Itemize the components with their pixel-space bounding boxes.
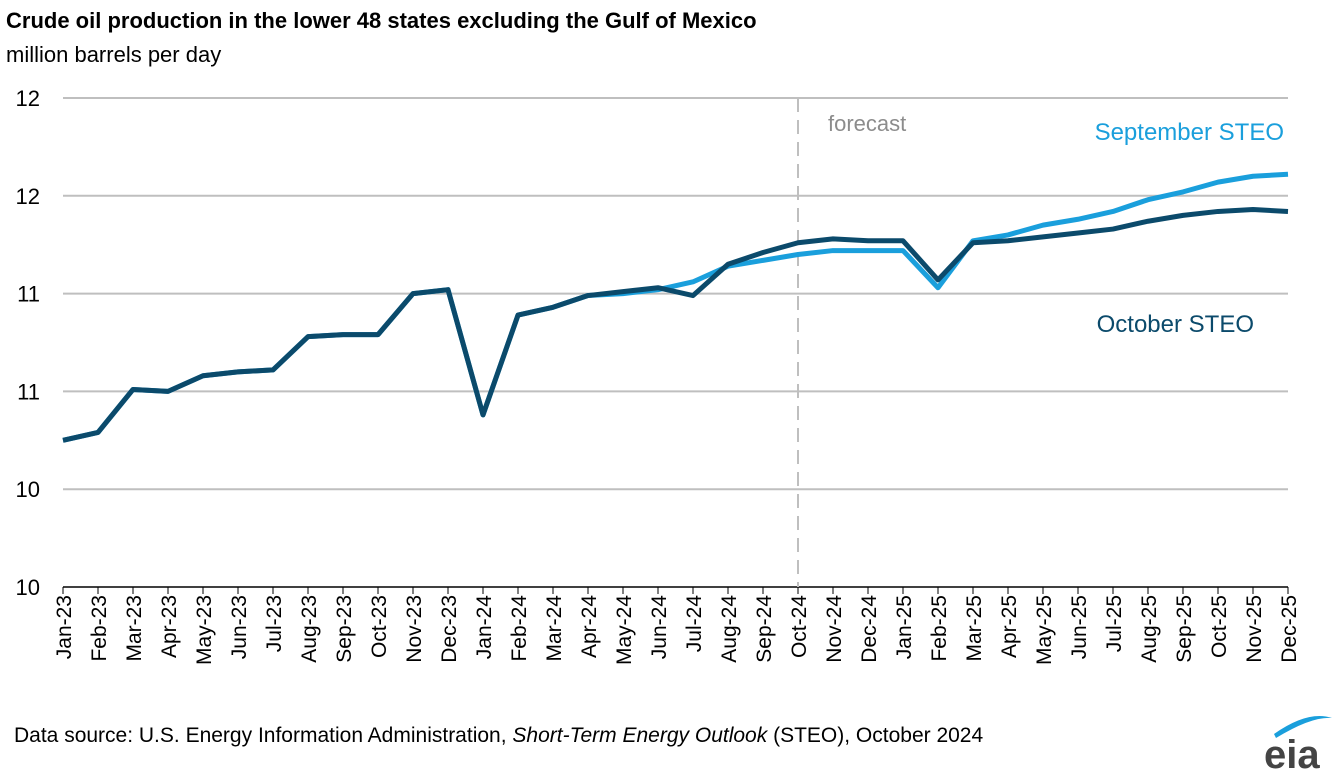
series-line [62,171,1289,443]
x-tick-label: Aug-25 [1138,595,1161,663]
x-tick-label: Jan-23 [53,595,76,659]
x-tick-label: Jun-25 [1068,595,1091,659]
eia-logo: eia [1264,716,1332,774]
series-line [62,206,1289,443]
chart-title: Crude oil production in the lower 48 sta… [6,8,757,33]
x-tick-label: Jan-24 [473,595,496,660]
y-tick-label: 11 [17,379,40,404]
x-tick-label: Nov-25 [1243,595,1266,663]
x-tick-label: Nov-24 [823,595,846,663]
x-tick-label: Feb-24 [508,595,531,662]
x-tick-label: Jul-23 [263,595,286,652]
x-tick-label: Sep-23 [333,595,356,663]
y-tick-label: 11 [17,282,40,307]
y-tick-label: 10 [16,477,40,502]
x-tick-label: Sep-25 [1173,595,1196,663]
source-prefix: Data source: U.S. Energy Information Adm… [14,724,513,747]
x-tick-label: Nov-23 [403,595,426,663]
x-tick-label: Mar-23 [123,595,146,662]
x-tick-label: Jun-23 [228,595,251,659]
x-tick-label: May-24 [613,595,636,665]
x-tick-label: Jul-25 [1103,595,1126,652]
series-label: October STEO [1097,311,1254,338]
source-italic: Short-Term Energy Outlook [512,724,768,747]
forecast-label: forecast [828,111,906,136]
x-tick-label: Oct-23 [368,595,391,658]
x-tick-label: Dec-24 [858,595,881,663]
y-tick-label: 10 [16,575,40,600]
svg-text:eia: eia [1264,733,1320,774]
x-tick-label: Aug-23 [298,595,321,663]
x-tick-label: Sep-24 [753,595,776,663]
x-tick-label: Apr-24 [578,595,601,658]
x-tick-label: Apr-25 [998,595,1021,658]
source-suffix: (STEO), October 2024 [767,724,984,747]
x-tick-label: Jul-24 [683,595,706,653]
x-tick-label: Oct-24 [788,595,811,658]
data-source-note: Data source: U.S. Energy Information Adm… [14,724,983,748]
x-tick-label: Jan-25 [893,595,916,659]
x-tick-label: Dec-23 [438,595,461,663]
y-tick-label: 12 [16,86,40,111]
x-tick-label: Mar-24 [543,595,566,662]
series-label: September STEO [1095,119,1284,146]
y-tick-label: 12 [16,184,40,209]
x-tick-label: Mar-25 [963,595,986,662]
x-tick-label: Oct-25 [1208,595,1231,658]
x-tick-label: Feb-23 [88,595,111,662]
x-tick-label: May-23 [193,595,216,665]
x-tick-label: Dec-25 [1278,595,1301,663]
x-tick-label: Apr-23 [158,595,181,658]
chart-subtitle: million barrels per day [6,42,222,67]
x-tick-label: May-25 [1033,595,1056,665]
line-chart: 10 10 11 11 12 12 Jan-23 Feb-23 Mar-23 Apr-23 May-… [16,86,1301,665]
x-tick-label: Aug-24 [718,595,741,663]
x-tick-label: Jun-24 [648,595,671,660]
x-tick-label: Feb-25 [928,595,951,662]
